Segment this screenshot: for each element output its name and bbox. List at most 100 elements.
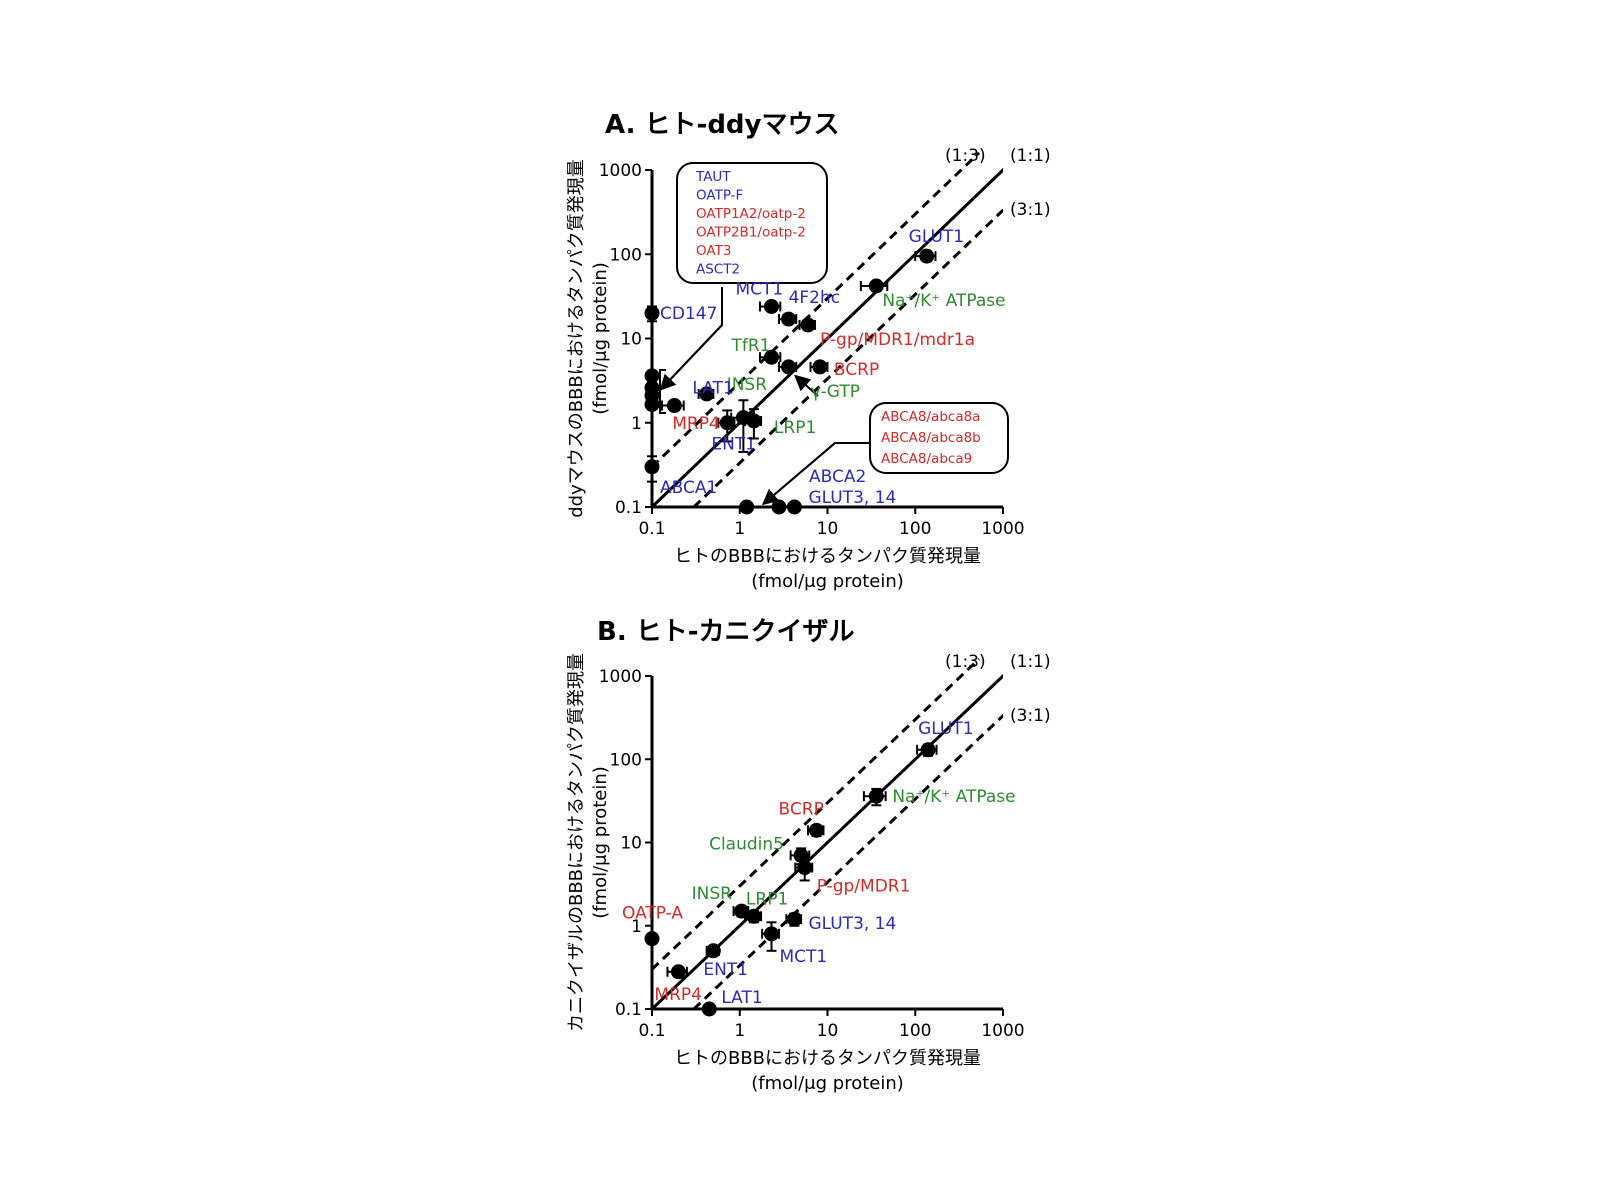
- y-tick-label: 0.1: [615, 1000, 642, 1020]
- data-marker: [763, 349, 779, 365]
- data-marker: [812, 359, 828, 375]
- data-marker: [919, 248, 935, 264]
- data-label: MRP4: [654, 985, 702, 1005]
- y-axis-unit: (fmol/μg protein): [590, 766, 611, 919]
- data-point: LRP1: [744, 889, 788, 924]
- callout-item: ABCA8/abca9: [881, 451, 972, 467]
- group-bracket: [659, 369, 666, 414]
- data-point: OATP-A: [622, 904, 683, 947]
- data-point: ENT1: [711, 399, 756, 455]
- data-marker: [644, 459, 660, 475]
- data-label: GLUT3, 14: [808, 488, 896, 508]
- callout-item: ASCT2: [696, 262, 740, 278]
- data-label: CD147: [660, 304, 717, 324]
- leader-arrow: [659, 324, 723, 391]
- ratio-label: (1:3): [945, 146, 986, 166]
- y-tick-label: 1: [631, 414, 642, 434]
- data-marker: [763, 298, 779, 314]
- y-axis-title: ddyマウスのBBBにおけるタンパク質発現量: [566, 159, 587, 518]
- x-tick-label: 1: [734, 519, 745, 539]
- annotation-arrow: [794, 374, 819, 397]
- data-marker: [786, 499, 802, 515]
- data-point: MRP4: [654, 964, 702, 1005]
- data-point: BCRP: [779, 799, 825, 838]
- data-label: ENT1: [703, 960, 748, 980]
- x-tick-label: 10: [817, 519, 839, 539]
- data-label: γ-GTP: [811, 382, 860, 402]
- data-point: TfR1: [730, 336, 782, 365]
- data-label: GLUT3, 14: [808, 914, 896, 934]
- x-tick-label: 100: [899, 1021, 931, 1041]
- data-point: LAT1: [701, 988, 763, 1017]
- reference-line-11: [652, 167, 1003, 507]
- data-marker: [644, 368, 660, 384]
- data-label: LRP1: [746, 889, 788, 909]
- callout-item: OATP1A2/oatp-2: [696, 206, 806, 222]
- data-marker: [797, 860, 813, 876]
- data-marker: [920, 742, 936, 758]
- data-marker: [670, 964, 686, 980]
- ratio-label: (1:3): [945, 652, 986, 672]
- data-point: MCT1: [735, 279, 783, 314]
- data-label: MCT1: [779, 947, 827, 967]
- reference-line-31: [692, 208, 1003, 507]
- y-tick-label: 100: [610, 245, 642, 265]
- x-axis-title: ヒトのBBBにおけるタンパク質発現量: [674, 546, 981, 567]
- ratio-label: (3:1): [1010, 706, 1051, 726]
- y-tick-label: 100: [610, 750, 642, 770]
- y-axis-unit: (fmol/μg protein): [590, 262, 611, 415]
- x-tick-label: 10: [817, 1021, 839, 1041]
- data-point: BCRP: [809, 359, 879, 380]
- callout-item: OAT3: [696, 243, 731, 259]
- callout-item: ABCA8/abca8b: [881, 430, 981, 446]
- data-marker: [739, 499, 755, 515]
- data-label: MCT1: [735, 279, 783, 299]
- data-point: ABCA1: [644, 455, 717, 498]
- data-point: GLUT3, 14: [786, 488, 896, 515]
- data-label: ENT1: [711, 435, 756, 455]
- data-point: GLUT1: [909, 227, 964, 264]
- data-label: 4F2hc: [789, 288, 841, 308]
- y-tick-label: 1000: [599, 161, 642, 181]
- data-point: [644, 396, 660, 412]
- data-marker: [868, 788, 884, 804]
- reference-line-13: [652, 657, 981, 971]
- x-axis-unit: (fmol/μg protein): [751, 1073, 904, 1094]
- data-label: TfR1: [730, 336, 770, 356]
- data-marker: [746, 413, 762, 429]
- data-point: ABCA2: [771, 467, 866, 515]
- data-marker: [771, 499, 787, 515]
- data-point: CD147: [644, 304, 717, 324]
- callout-box: [869, 402, 1009, 474]
- data-label: P-gp/MDR1/mdr1a: [820, 330, 975, 350]
- data-point: P-gp/MDR1/mdr1a: [798, 317, 975, 350]
- data-label: MRP4: [672, 414, 720, 434]
- x-axis-title: ヒトのBBBにおけるタンパク質発現量: [674, 1048, 981, 1069]
- leader-line: [664, 287, 723, 386]
- data-point: [644, 368, 660, 384]
- x-tick-label: 100: [899, 519, 931, 539]
- callout-item: OATP2B1/oatp-2: [696, 225, 806, 241]
- data-marker: [809, 822, 825, 838]
- data-label: Na⁺/K⁺ ATPase: [882, 291, 1005, 311]
- data-point: γ-GTP: [777, 359, 860, 402]
- data-point: ENT1: [703, 943, 748, 980]
- x-tick-label: 1000: [981, 1021, 1024, 1041]
- data-marker: [644, 931, 660, 947]
- data-marker: [746, 908, 762, 924]
- data-marker: [763, 926, 779, 942]
- reference-line-11: [652, 673, 1003, 1009]
- data-label: LAT1: [721, 988, 762, 1008]
- data-marker: [666, 398, 682, 414]
- data-label: BCRP: [834, 360, 879, 380]
- ratio-label: (3:1): [1010, 200, 1051, 220]
- x-tick-label: 1: [734, 1021, 745, 1041]
- callout-item: TAUT: [695, 169, 731, 185]
- data-label: Claudin5: [709, 834, 784, 854]
- data-label: LAT1: [692, 379, 733, 399]
- y-tick-label: 1: [631, 917, 642, 937]
- y-tick-label: 1000: [599, 667, 642, 687]
- data-point: INSR: [697, 375, 767, 402]
